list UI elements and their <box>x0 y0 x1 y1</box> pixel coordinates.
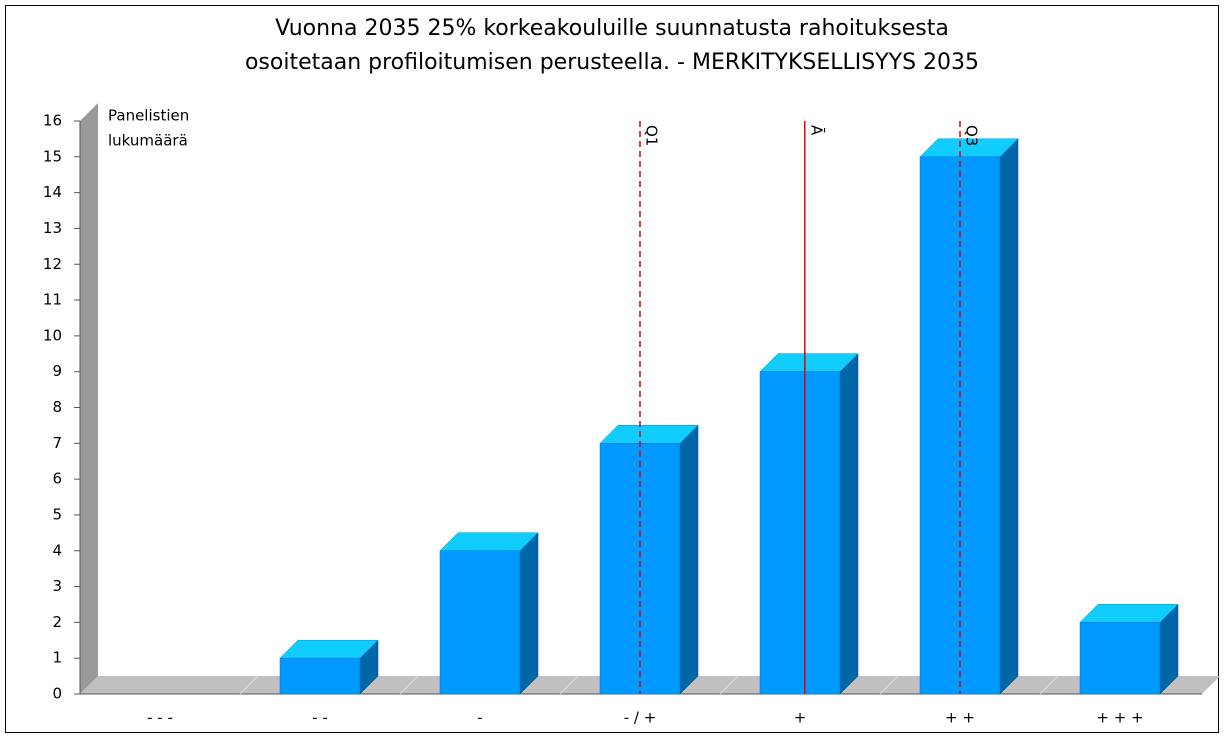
y-axis-label: Panelistien <box>108 107 189 125</box>
x-tick-label: - - <box>312 709 328 727</box>
floor-divider <box>879 675 899 695</box>
y-tick-label: 8 <box>52 398 62 416</box>
y-axis-label: lukumäärä <box>108 132 188 150</box>
floor-divider <box>399 675 419 695</box>
y-tick-label: 7 <box>52 434 62 452</box>
bar <box>279 657 361 695</box>
y-tick-label: 13 <box>43 219 62 237</box>
x-tick-label: - <box>477 709 482 727</box>
bar <box>439 550 521 695</box>
y-tick-label: 4 <box>52 541 62 559</box>
bar <box>1079 622 1161 695</box>
y-tick-label: 12 <box>43 255 62 273</box>
marker-label: Q3 <box>963 125 981 146</box>
bar <box>759 371 841 695</box>
y-tick-label: 6 <box>52 470 62 488</box>
y-tick-label: 10 <box>43 326 62 344</box>
y-tick-label: 14 <box>43 183 62 201</box>
y-tick-label: 11 <box>43 291 62 309</box>
bar-side <box>679 424 699 695</box>
floor-divider <box>1039 675 1059 695</box>
y-tick-label: 9 <box>52 362 62 380</box>
x-tick-label: - / + <box>624 709 657 727</box>
bar-side <box>999 138 1019 695</box>
x-tick-label: - - - <box>147 709 173 727</box>
floor-divider <box>559 675 579 695</box>
x-tick-label: + <box>794 709 807 727</box>
floor-divider <box>719 675 739 695</box>
chart-title: Vuonna 2035 25% korkeakouluille suunnatu… <box>275 16 949 41</box>
y-tick-label: 1 <box>52 649 62 667</box>
y-tick-label: 3 <box>52 577 62 595</box>
y-tick-label: 5 <box>52 505 62 523</box>
chart-title: osoitetaan profiloitumisen perusteella. … <box>245 50 979 75</box>
y-tick-label: 16 <box>43 112 62 130</box>
marker-label: Q1 <box>643 125 661 146</box>
floor-divider <box>239 675 259 695</box>
wall <box>80 103 98 694</box>
y-tick-label: 0 <box>52 685 62 703</box>
x-tick-label: + + <box>945 709 975 727</box>
x-tick-label: + + + <box>1096 709 1143 727</box>
marker-label: Ā <box>807 125 825 136</box>
y-tick-label: 2 <box>52 613 62 631</box>
y-tick-label: 15 <box>43 147 62 165</box>
bar-side <box>519 532 539 695</box>
bar-side <box>839 353 859 695</box>
